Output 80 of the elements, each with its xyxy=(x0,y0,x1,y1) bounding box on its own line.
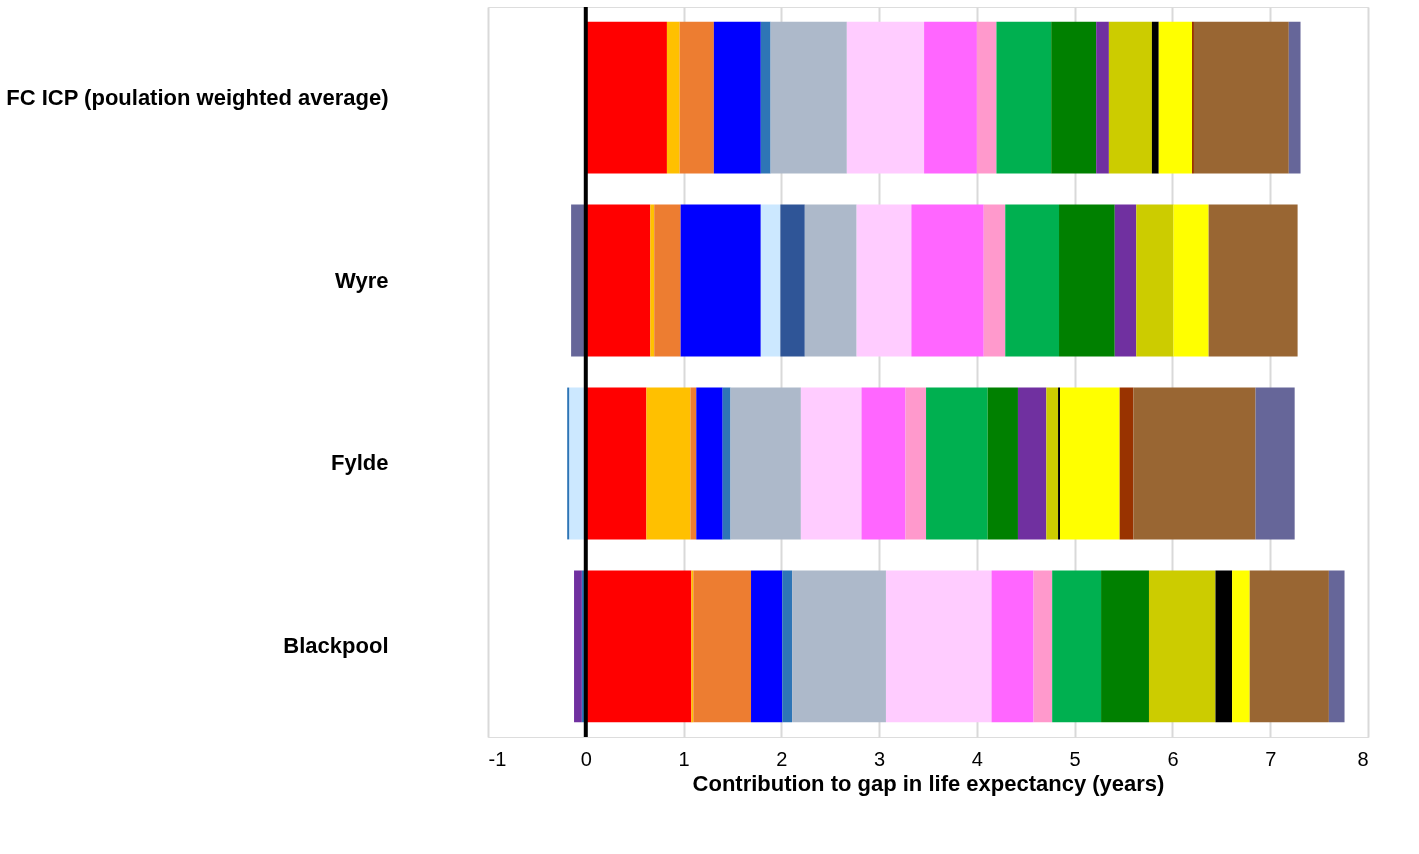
bar xyxy=(856,204,912,357)
bar xyxy=(751,570,783,723)
bar xyxy=(926,387,988,540)
y-tick-label: FC ICP (poulation weighted average) xyxy=(6,84,389,110)
bar xyxy=(760,204,781,357)
bar xyxy=(1119,387,1134,540)
bar xyxy=(996,21,1052,174)
bar xyxy=(1017,387,1047,540)
bar xyxy=(585,21,667,174)
bar xyxy=(800,387,862,540)
bar xyxy=(760,21,771,174)
bar xyxy=(804,204,857,357)
bar xyxy=(1232,570,1250,723)
bar xyxy=(1136,204,1174,357)
bar xyxy=(1096,21,1109,174)
bar xyxy=(1208,204,1298,357)
bar xyxy=(987,387,1018,540)
bar xyxy=(1249,570,1329,723)
x-tick-label: -1 xyxy=(488,747,507,770)
x-tick-label: 6 xyxy=(1167,747,1179,770)
bar xyxy=(679,21,714,174)
x-tick-label: 3 xyxy=(874,747,886,770)
bar xyxy=(983,204,1006,357)
bar xyxy=(924,21,977,174)
bar xyxy=(1151,21,1159,174)
bar xyxy=(861,387,906,540)
bar xyxy=(782,570,793,723)
y-tick-label: Wyre xyxy=(335,267,389,293)
bar xyxy=(1215,570,1233,723)
bar xyxy=(991,570,1034,723)
bar xyxy=(1158,21,1192,174)
bar xyxy=(1114,204,1137,357)
bar xyxy=(574,570,582,723)
bar xyxy=(846,21,925,174)
y-tick-label: Blackpool xyxy=(283,633,389,659)
bar xyxy=(654,204,681,357)
bar xyxy=(1328,570,1345,723)
bar xyxy=(1108,21,1152,174)
bar xyxy=(1046,387,1059,540)
bar xyxy=(585,387,647,540)
x-axis-title: Contribution to gap in life expectancy (years) xyxy=(692,770,1165,796)
x-tick-label: 1 xyxy=(678,747,690,770)
x-tick-label: 8 xyxy=(1357,747,1369,770)
bar xyxy=(680,204,761,357)
bar xyxy=(1255,387,1295,540)
bar xyxy=(666,21,680,174)
bar xyxy=(976,21,997,174)
x-tick-label: 0 xyxy=(580,747,592,770)
x-tick-label: 4 xyxy=(971,747,983,770)
bar xyxy=(1059,204,1115,357)
bar xyxy=(1005,204,1060,357)
bar xyxy=(646,387,691,540)
bar xyxy=(1288,21,1301,174)
bar xyxy=(1052,570,1102,723)
bar xyxy=(730,387,801,540)
bar xyxy=(696,387,723,540)
bar xyxy=(1133,387,1256,540)
x-tick-label: 7 xyxy=(1265,747,1277,770)
y-tick-label: Fylde xyxy=(331,450,389,476)
bar xyxy=(1060,387,1120,540)
bar xyxy=(905,387,927,540)
bar xyxy=(1148,570,1216,723)
bar xyxy=(713,21,761,174)
bar xyxy=(650,204,655,357)
x-tick-label: 5 xyxy=(1069,747,1081,770)
x-tick-label: 2 xyxy=(776,747,788,770)
bar xyxy=(1051,21,1097,174)
bar xyxy=(780,204,805,357)
bar xyxy=(693,570,752,723)
bar xyxy=(885,570,992,723)
bar xyxy=(690,387,697,540)
bar xyxy=(911,204,984,357)
bar xyxy=(1033,570,1053,723)
bar xyxy=(585,204,651,357)
bar xyxy=(585,570,692,723)
bar xyxy=(770,21,847,174)
bar xyxy=(1101,570,1149,723)
bar xyxy=(1193,21,1289,174)
bar xyxy=(1173,204,1209,357)
bar xyxy=(792,570,886,723)
